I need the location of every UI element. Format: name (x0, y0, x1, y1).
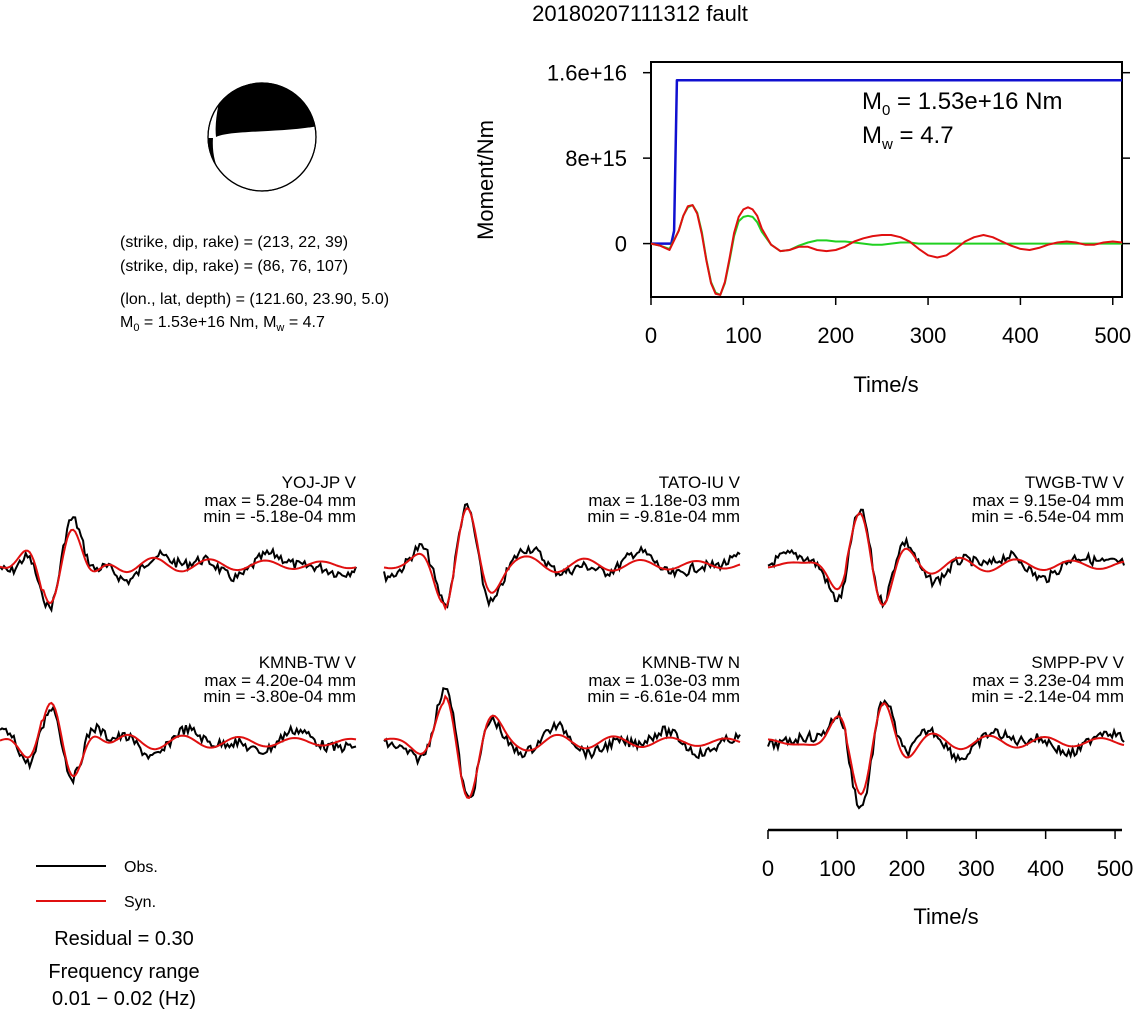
observed-trace (767, 699, 1125, 810)
frequency-label: Frequency range (48, 961, 199, 983)
station-max: max = 1.03e-03 mm (588, 671, 740, 690)
magnitude-text: M0 = 1.53e+16 Nm, Mw = 4.7 (120, 314, 325, 334)
moment-x-tick-label: 100 (725, 323, 762, 348)
station-min: min = -2.14e-04 mm (971, 687, 1124, 706)
moment-series (650, 78, 1123, 296)
station-max: max = 4.20e-04 mm (204, 671, 356, 690)
observed-trace (0, 704, 357, 786)
location-text: (lon., lat, depth) = (121.60, 23.90, 5.0… (120, 291, 389, 308)
station-label: KMNB-TW V (259, 653, 357, 672)
moment-series-line-1 (650, 204, 1122, 296)
moment-y-tick-label: 0 (615, 232, 627, 257)
waveform-x-label: Time/s (913, 904, 978, 929)
moment-y-label: Moment/Nm (473, 120, 498, 240)
observed-trace (383, 687, 741, 799)
moment-chart: 0 8e+15 1.6e+16 0 100 200 300 400 500 Moment/Nm… (473, 61, 1131, 397)
beachball (207, 82, 317, 192)
moment-annotation-mw: Mw = 4.7 (862, 122, 954, 153)
moment-y-tick-label: 8e+15 (565, 146, 627, 171)
plane2-text: (strike, dip, rake) = (86, 76, 107) (120, 258, 348, 275)
station-min: min = -3.80e-04 mm (203, 687, 356, 706)
moment-x-label: Time/s (853, 372, 918, 397)
legend: Obs. Syn. (36, 859, 158, 911)
station-min: min = -6.61e-04 mm (587, 687, 740, 706)
frequency-value: 0.01 − 0.02 (Hz) (52, 988, 196, 1009)
moment-x-tick-label: 500 (1094, 323, 1131, 348)
station-min: min = -9.81e-04 mm (587, 507, 740, 526)
waveform-x-tick-label: 100 (819, 856, 856, 881)
synthetic-trace (0, 701, 357, 778)
station-label: TATO-IU V (659, 473, 741, 492)
moment-series-line-0 (651, 78, 1122, 245)
station-label: YOJ-JP V (282, 473, 357, 492)
station-max: max = 9.15e-04 mm (972, 491, 1124, 510)
waveform-x-axis: 0 100 200 300 400 500 (762, 828, 1134, 881)
synthetic-trace (0, 528, 357, 605)
station-max: max = 5.28e-04 mm (204, 491, 356, 510)
station-max: max = 1.18e-03 mm (588, 491, 740, 510)
station-label: KMNB-TW N (642, 653, 740, 672)
station-label: SMPP-PV V (1031, 653, 1124, 672)
waveform-x-tick-label: 400 (1027, 856, 1064, 881)
moment-y-axis: 0 8e+15 1.6e+16 (547, 61, 1130, 257)
moment-x-tick-label: 300 (910, 323, 947, 348)
station-max: max = 3.23e-04 mm (972, 671, 1124, 690)
moment-x-tick-label: 200 (817, 323, 854, 348)
moment-x-tick-label: 0 (645, 323, 657, 348)
moment-series-line-2 (650, 204, 1123, 296)
legend-syn-label: Syn. (124, 894, 156, 911)
waveform-x-tick-label: 300 (958, 856, 995, 881)
synthetic-trace (767, 512, 1125, 607)
station-min: min = -5.18e-04 mm (203, 507, 356, 526)
waveform-x-tick-label: 200 (888, 856, 925, 881)
moment-y-tick-label: 1.6e+16 (547, 61, 627, 86)
waveform-x-tick-label: 0 (762, 856, 774, 881)
moment-annotation-m0: M0 = 1.53e+16 Nm (862, 88, 1062, 119)
synthetic-trace (383, 506, 741, 611)
station-min: min = -6.54e-04 mm (971, 507, 1124, 526)
residual-text: Residual = 0.30 (54, 928, 194, 950)
waveform-x-tick-label: 500 (1097, 856, 1134, 881)
moment-plot-frame (650, 61, 1123, 298)
observed-trace (0, 516, 357, 613)
moment-x-tick-label: 400 (1002, 323, 1039, 348)
synthetic-trace (767, 702, 1125, 796)
moment-x-axis: 0 100 200 300 400 500 (645, 297, 1131, 348)
synthetic-trace (383, 694, 741, 800)
station-label: TWGB-TW V (1025, 473, 1125, 492)
figure-title: 20180207111312 fault (532, 1, 748, 26)
plane1-text: (strike, dip, rake) = (213, 22, 39) (120, 234, 348, 251)
legend-obs-label: Obs. (124, 859, 158, 876)
